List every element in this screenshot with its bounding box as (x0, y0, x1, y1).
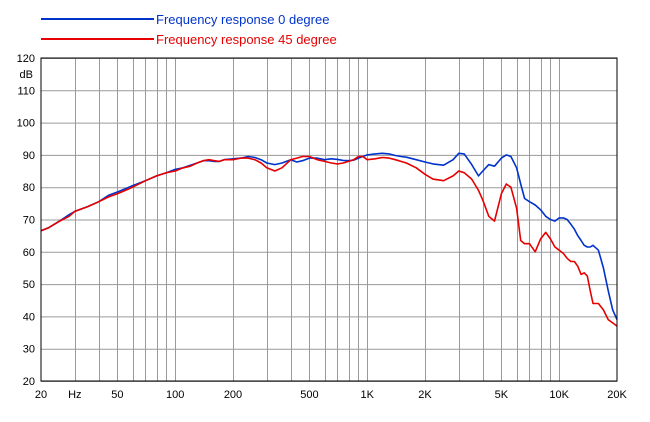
x-tick-label: 50 (111, 389, 123, 401)
x-tick-label: 10K (549, 389, 569, 401)
x-tick-label: 20 (35, 389, 47, 401)
series-lines (40, 152, 618, 327)
y-tick-label: 110 (17, 85, 35, 97)
x-tick-label: 500 (300, 389, 318, 401)
x-tick-label: 2K (418, 389, 432, 401)
y-tick-label: 40 (23, 311, 35, 323)
y-axis-label: dB (20, 69, 33, 81)
x-tick-label: 20K (607, 389, 627, 401)
y-tick-label: 60 (23, 247, 35, 259)
y-tick-label: 20 (23, 376, 35, 388)
series-line-1 (40, 155, 618, 327)
y-tick-label: 50 (23, 279, 35, 291)
x-axis-ticks: 20 50 100 200 500 1K 2K 5K 10K 20K Hz (35, 389, 628, 401)
x-axis-label: Hz (68, 389, 81, 401)
x-tick-label: 100 (166, 389, 184, 401)
y-tick-label: 100 (17, 118, 35, 130)
legend-label-0: Frequency response 0 degree (156, 12, 329, 27)
x-tick-label: 200 (224, 389, 242, 401)
y-tick-label: 90 (23, 150, 35, 162)
x-tick-label: 1K (360, 389, 374, 401)
y-tick-label: 80 (23, 182, 35, 194)
y-axis-ticks: 20 30 40 50 60 70 80 90 100 110 120 (17, 53, 35, 388)
plot-frame (40, 57, 618, 382)
y-tick-label: 30 (23, 344, 35, 356)
legend: Frequency response 0 degree Frequency res… (41, 12, 337, 47)
grid (41, 58, 617, 382)
y-tick-label: 120 (17, 53, 35, 65)
y-tick-label: 70 (23, 215, 35, 227)
series-line-0 (40, 152, 618, 320)
x-tick-label: 5K (495, 389, 509, 401)
legend-label-1: Frequency response 45 degree (156, 32, 337, 47)
